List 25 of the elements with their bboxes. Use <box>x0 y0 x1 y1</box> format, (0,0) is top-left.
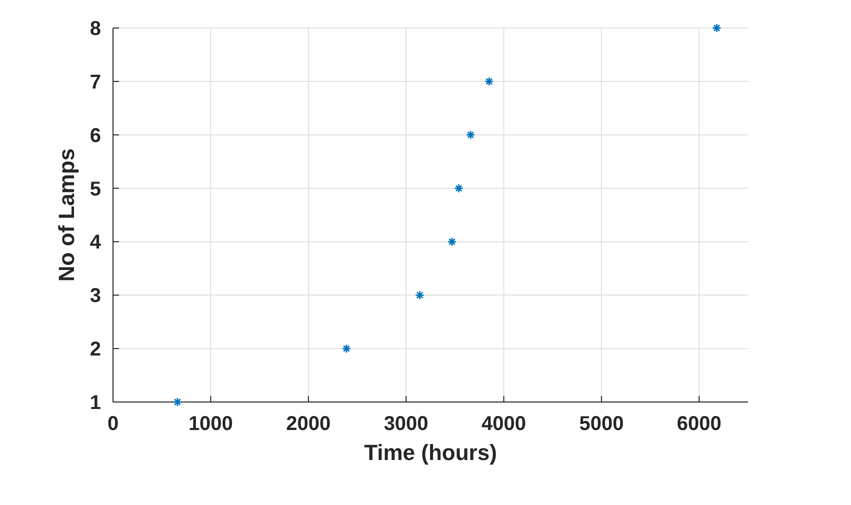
point <box>172 397 182 407</box>
point <box>447 237 457 246</box>
point <box>454 184 464 193</box>
x-tick-label: 5000 <box>579 413 624 435</box>
y-tick-label: 7 <box>90 71 101 94</box>
point <box>415 290 424 300</box>
y-axis-title: No of Lamps <box>54 148 79 282</box>
y-tick-label: 3 <box>90 285 101 308</box>
x-tick-label: 6000 <box>676 413 722 435</box>
x-tick-label: 1000 <box>188 413 233 435</box>
x-tick-label: 4000 <box>482 413 526 435</box>
point <box>342 344 352 354</box>
x-axis-title: Time (hours) <box>364 440 497 465</box>
y-tick-label: 6 <box>90 124 101 147</box>
x-tick-label: 0 <box>107 413 119 435</box>
x-tick-label: 2000 <box>286 413 331 435</box>
y-tick-label: 1 <box>90 392 101 414</box>
x-tick-label: 3000 <box>384 413 428 435</box>
point <box>484 76 494 86</box>
point <box>466 130 476 140</box>
y-tick-label: 5 <box>90 178 101 200</box>
y-tick-label: 8 <box>90 18 101 40</box>
y-tick-label: 2 <box>90 338 101 361</box>
point <box>712 23 722 33</box>
y-tick-label: 4 <box>90 232 102 254</box>
